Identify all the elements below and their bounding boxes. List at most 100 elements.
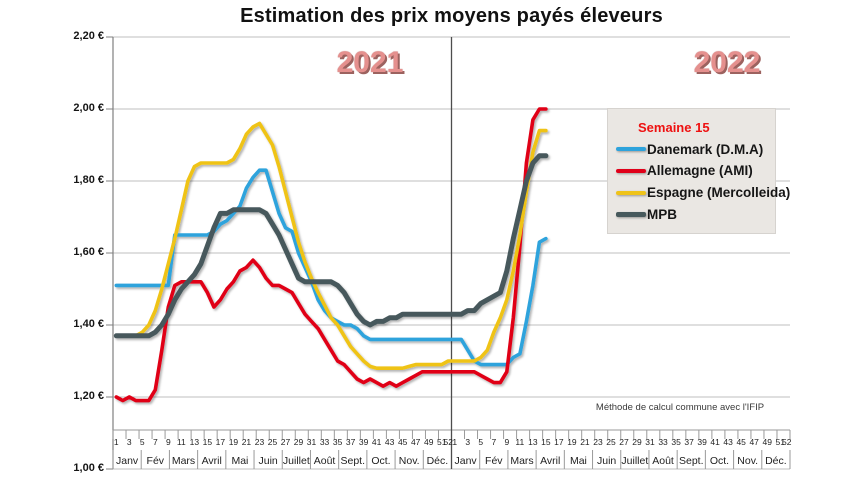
week-label: 47: [410, 437, 421, 447]
legend-label-danemark: Danemark (D.M.A): [647, 141, 764, 157]
week-label: 25: [267, 437, 278, 447]
week-label: 35: [332, 437, 343, 447]
week-label: 43: [384, 437, 395, 447]
y-axis-label: 1,60 €: [73, 246, 104, 258]
week-label: 52: [443, 437, 453, 447]
week-label: 15: [541, 437, 551, 447]
y-axis-label: 2,20 €: [73, 30, 104, 42]
legend: Semaine 15 Danemark (D.M.A) Allemagne (A…: [607, 108, 790, 234]
week-label: 49: [762, 437, 772, 447]
month-label: Nov.: [398, 455, 420, 467]
week-label: 7: [152, 437, 158, 447]
legend-item-espagne: Espagne (Mercolleida): [616, 185, 790, 200]
legend-label-espagne: Espagne (Mercolleida): [647, 185, 791, 201]
y-axis-label: 2,00 €: [73, 102, 104, 114]
week-label: 39: [697, 437, 707, 447]
week-label: 19: [567, 437, 577, 447]
week-label: 27: [619, 437, 629, 447]
week-label: 41: [371, 437, 382, 447]
week-label: 23: [254, 437, 265, 447]
month-label: Mai: [231, 455, 249, 467]
week-label: 17: [554, 437, 564, 447]
week-label: 33: [319, 437, 330, 447]
week-label: 29: [293, 437, 304, 447]
week-label: 33: [658, 437, 668, 447]
week-label: 51: [437, 437, 447, 447]
month-label: Avril: [201, 455, 222, 467]
week-label: 9: [165, 437, 171, 447]
week-label: 25: [606, 437, 616, 447]
week-label: 21: [241, 437, 252, 447]
week-label: 15: [202, 437, 213, 447]
month-label: Déc.: [765, 455, 787, 467]
month-label: Août: [313, 455, 336, 467]
week-label: 5: [139, 437, 145, 447]
month-label: Janv: [116, 455, 139, 467]
month-label: Juillet: [621, 455, 649, 467]
chart-title: Estimation des prix moyens payés éleveur…: [240, 5, 663, 27]
method-note: Méthode de calcul commune avec l'IFIP: [595, 402, 765, 413]
week-label: 13: [189, 437, 200, 447]
month-label: Mars: [510, 455, 534, 467]
series-line-mpb: [113, 153, 549, 339]
week-label: 37: [345, 437, 356, 447]
y-axis-label: 1,20 €: [73, 390, 104, 402]
week-label: 13: [528, 437, 538, 447]
year-label-2022: 2022: [693, 46, 761, 79]
week-label: 11: [176, 437, 186, 447]
y-axis-label: 1,00 €: [73, 462, 104, 474]
legend-line-swatch-espagne: [616, 190, 646, 196]
month-label: Déc.: [426, 455, 449, 467]
week-label: 29: [632, 437, 642, 447]
week-label: 5: [478, 437, 484, 447]
week-label: 9: [504, 437, 510, 447]
series-line-espagne-mercolleida: [114, 121, 548, 370]
y-axis-label: 1,40 €: [73, 318, 104, 330]
week-label: 11: [515, 437, 525, 447]
month-label: Juin: [597, 455, 617, 467]
month-label: Avril: [540, 455, 561, 467]
legend-line-swatch-mpb: [616, 212, 646, 217]
week-label: 21: [580, 437, 590, 447]
legend-header: Semaine 15: [638, 119, 710, 135]
legend-item-danemark: Danemark (D.M.A): [616, 142, 767, 157]
week-label: 37: [684, 437, 694, 447]
month-label: Juin: [258, 455, 278, 467]
week-label: 7: [491, 437, 497, 447]
month-label: Oct.: [371, 455, 391, 467]
week-label: 3: [465, 437, 471, 447]
week-label: 31: [306, 437, 317, 447]
month-label: Fév: [146, 455, 165, 467]
week-label: 49: [423, 437, 434, 447]
week-label: 52: [782, 437, 792, 447]
legend-line-swatch-danemark: [616, 146, 646, 152]
month-label: Fév: [485, 455, 503, 467]
month-label: Mai: [569, 455, 587, 467]
week-label: 23: [593, 437, 603, 447]
month-label: Juillet: [282, 455, 310, 467]
legend-item-mpb: MPB: [616, 207, 767, 222]
series-line-danemark-d-m-a: [114, 168, 548, 367]
week-label: 45: [397, 437, 408, 447]
week-label: 31: [645, 437, 655, 447]
legend-line-swatch-allemagne: [616, 168, 646, 174]
month-label: Nov.: [737, 455, 759, 467]
week-label: 3: [126, 437, 132, 447]
month-label: Janv: [454, 455, 477, 467]
month-label: Août: [652, 455, 674, 467]
month-label: Sept.: [679, 455, 704, 467]
week-label: 19: [228, 437, 239, 447]
y-axis-label: 1,80 €: [73, 174, 104, 186]
month-label: Sept.: [340, 455, 366, 467]
week-label: 39: [358, 437, 369, 447]
week-label: 35: [671, 437, 681, 447]
week-label: 51: [775, 437, 785, 447]
legend-label-allemagne: Allemagne (AMI): [647, 163, 753, 179]
week-label: 27: [280, 437, 291, 447]
month-label: Mars: [171, 455, 196, 467]
year-label-2021: 2021: [336, 46, 404, 79]
week-label: 47: [749, 437, 759, 447]
month-label: Oct.: [709, 455, 730, 467]
